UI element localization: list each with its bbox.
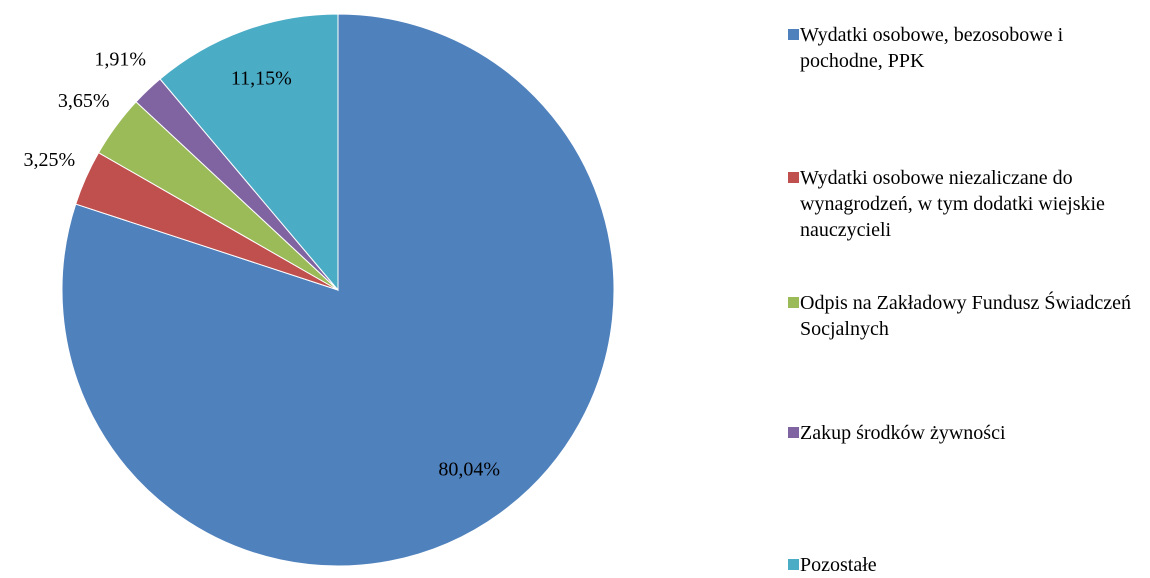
data-label: 3,25% bbox=[23, 149, 75, 171]
chart: 80,04% 3,25% 3,65% 1,91% 11,15% bbox=[23, 13, 615, 567]
legend-label: Wydatki osobowe, bezosobowe i pochodne, … bbox=[800, 24, 1064, 72]
legend-swatch bbox=[788, 559, 799, 570]
legend-swatch bbox=[788, 172, 799, 183]
legend-label: Wydatki osobowe niezaliczane do wynagrod… bbox=[800, 167, 1105, 241]
legend-item: Wydatki osobowe niezaliczane do wynagrod… bbox=[780, 165, 1140, 243]
legend-label: Pozostałe bbox=[800, 554, 877, 576]
legend-swatch bbox=[788, 29, 799, 40]
legend-label: Odpis na Zakładowy Fundusz Świadczeń Soc… bbox=[800, 292, 1132, 340]
legend-label: Zakup środków żywności bbox=[800, 422, 1006, 444]
data-label: 11,15% bbox=[231, 68, 292, 90]
legend: Wydatki osobowe, bezosobowe i pochodne, … bbox=[780, 0, 1150, 576]
legend-item: Pozostałe bbox=[780, 552, 1140, 578]
legend-item: Zakup środków żywności bbox=[780, 420, 1140, 446]
data-label: 1,91% bbox=[94, 49, 146, 71]
pie-slice bbox=[159, 13, 339, 292]
legend-swatch bbox=[788, 297, 799, 308]
legend-item: Odpis na Zakładowy Fundusz Świadczeń Soc… bbox=[780, 290, 1140, 342]
data-label: 80,04% bbox=[438, 459, 500, 481]
data-label: 3,65% bbox=[58, 90, 110, 112]
legend-swatch bbox=[788, 427, 799, 438]
legend-item: Wydatki osobowe, bezosobowe i pochodne, … bbox=[780, 22, 1140, 74]
